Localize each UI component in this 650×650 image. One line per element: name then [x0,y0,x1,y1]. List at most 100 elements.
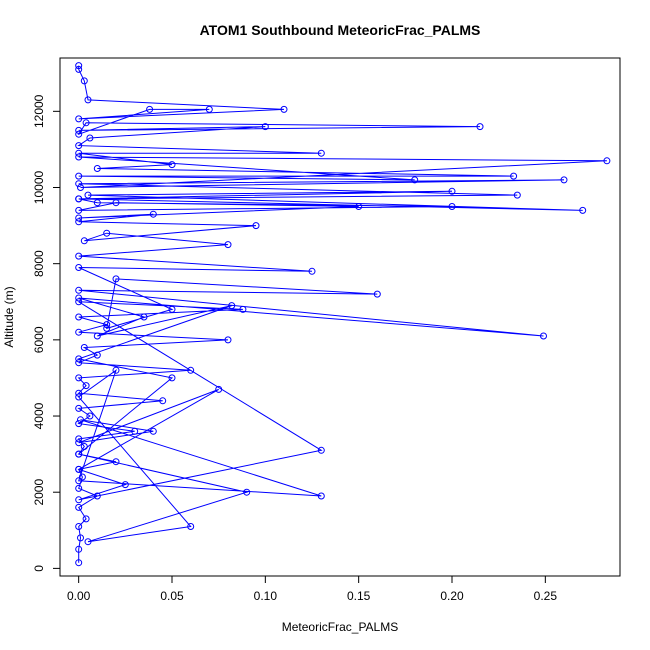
data-point [579,206,587,214]
data-point [80,77,88,85]
data-point [78,473,86,481]
data-point [121,481,129,489]
data-point [80,237,88,245]
data-point [308,267,316,275]
data-point [146,105,154,113]
x-tick-label: 0.15 [347,589,371,603]
data-point [228,302,236,310]
data-point [103,229,111,237]
data-point [159,397,167,405]
y-tick-label: 4000 [32,402,46,429]
data-point [112,199,120,207]
data-point [75,404,83,412]
data-point [75,115,83,123]
data-point [93,199,101,207]
data-point [168,374,176,382]
x-tick-label: 0.05 [160,589,184,603]
data-point [149,427,157,435]
data-point [411,176,419,184]
data-point [75,355,83,363]
data-point [84,96,92,104]
data-point [75,264,83,271]
data-point [75,62,83,70]
data-point [75,298,83,306]
data-point [93,165,101,172]
data-point [75,294,83,302]
data-point [75,252,83,260]
data-point [112,275,120,283]
data-point [75,435,83,443]
data-point [75,450,83,458]
data-point [131,427,139,435]
data-point [82,515,90,523]
data-point [112,458,120,466]
data-point [75,153,83,161]
data-point [112,366,120,374]
data-point [540,332,547,340]
data-point [168,305,176,313]
data-point [75,130,83,138]
data-point [252,222,260,230]
y-tick-label: 2000 [32,479,46,506]
data-point [510,172,518,180]
data-point [280,105,288,113]
data-point [75,503,83,511]
data-point [205,105,213,113]
data-point [187,523,195,530]
y-axis-label: Altitude (m) [2,286,16,347]
data-point [77,534,84,542]
data-point [75,206,83,214]
data-point [80,344,88,351]
data-point [75,313,83,321]
data-point [75,149,83,157]
x-tick-label: 0.10 [254,589,278,603]
y-axis: 0 2000 4000 6000 8000 10000 12000 [32,94,61,572]
data-point [448,203,456,210]
data-point [75,496,83,504]
data-point [75,142,83,150]
data-point [168,161,176,169]
data-point [75,65,83,73]
y-tick-label: 12000 [32,94,46,128]
data-point [373,290,381,298]
data-point [317,446,325,454]
data-point [476,123,484,131]
data-point [80,443,88,450]
data-point [75,214,83,222]
x-tick-label: 0.25 [534,589,558,603]
x-axis-label: MeteoricFrac_PALMS [282,620,398,634]
data-point [86,412,94,420]
data-point [75,420,83,428]
data-point [75,465,83,473]
data-point [75,374,83,382]
data-point [86,134,94,142]
data-point [224,241,232,249]
chart-title: ATOM1 Southbound MeteoricFrac_PALMS [200,22,481,38]
data-point [75,328,83,336]
data-point [84,538,92,546]
data-point [448,187,456,195]
data-point [75,559,83,567]
data-point [187,366,195,374]
data-point [239,305,247,313]
data-point [75,393,83,401]
data-point [75,389,83,397]
data-point [75,286,83,294]
y-tick-label: 8000 [32,250,46,277]
data-point [261,123,269,131]
data-point [75,477,83,485]
data-point [355,203,363,210]
data-point [77,184,84,191]
data-point [149,210,157,218]
data-point [93,492,101,500]
data-point [103,321,111,329]
data-point [75,439,83,447]
series-line [76,65,607,563]
data-point [317,492,325,500]
data-point [75,545,83,553]
data-point [93,332,101,340]
x-axis: 0.00 0.05 0.10 0.15 0.20 0.25 [67,575,558,603]
data-point [75,172,83,180]
y-tick-label: 0 [32,565,46,572]
